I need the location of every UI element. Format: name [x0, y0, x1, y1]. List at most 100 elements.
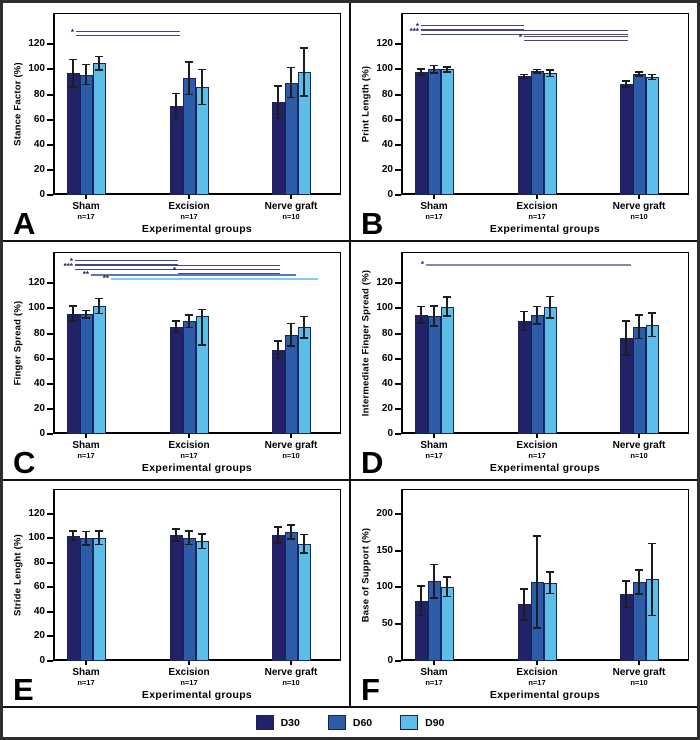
y-tick-mark	[395, 307, 401, 310]
y-tick-label: 100	[376, 581, 393, 593]
y-tick-label: 120	[28, 277, 45, 289]
error-bar-whisker	[651, 312, 653, 337]
bar-d60-nerve-graft	[632, 326, 646, 434]
y-tick-mark	[47, 537, 53, 540]
error-bar-cap-top	[430, 563, 438, 566]
bar-d30-sham	[66, 535, 80, 661]
y-tick-label: 100	[28, 532, 45, 544]
y-tick-mark	[395, 382, 401, 385]
error-bar-cap-top	[635, 314, 643, 316]
y-tick-label: 0	[387, 189, 393, 200]
y-tick-mark	[395, 660, 401, 662]
group-n-label: n=10	[282, 678, 300, 687]
error-bar-whisker	[446, 297, 448, 316]
x-axis-title: Experimental groups	[489, 689, 601, 701]
x-tick-mark	[433, 434, 435, 438]
group-label: Excision	[168, 667, 210, 678]
y-tick-label: 0	[39, 189, 45, 200]
error-bar-cap-top	[648, 312, 656, 314]
panel-c-finger-spread: Finger Spread (%) 0 20 40 60 80 100 120 Sham n=17…	[3, 242, 349, 479]
x-tick-mark	[290, 195, 292, 199]
significance-line	[178, 268, 280, 274]
error-bar-whisker	[277, 85, 279, 119]
significance-label: *	[518, 33, 522, 42]
y-tick-mark	[47, 357, 53, 360]
bar-d30-excision	[517, 76, 531, 195]
error-bar-cap-bottom	[533, 323, 541, 325]
y-tick-label: 120	[28, 507, 45, 519]
legend-item-d60: D60	[327, 715, 372, 730]
group-label: Nerve graft	[264, 440, 318, 451]
significance-line	[524, 35, 628, 41]
error-bar-cap-top	[417, 585, 425, 587]
y-tick-label: 20	[33, 402, 45, 414]
significance-line	[91, 273, 296, 276]
error-bar-cap-top	[417, 68, 425, 70]
error-bar-whisker	[523, 588, 525, 620]
x-tick-mark	[188, 195, 190, 199]
panel-d-intermediate-finger-spread: Intermediate Finger Spread (%) 0 20 40 60 80 1…	[351, 242, 697, 479]
y-tick-mark	[395, 549, 401, 552]
error-bar-cap-top	[533, 535, 541, 537]
error-bar-cap-bottom	[185, 326, 193, 329]
error-bar-whisker	[549, 572, 551, 594]
error-bar-cap-bottom	[417, 74, 425, 76]
error-bar-whisker	[303, 48, 305, 96]
bar-d60-sham	[427, 69, 441, 195]
x-tick-mark	[536, 195, 538, 199]
panel-letter: C	[13, 445, 36, 479]
y-tick-label: 100	[28, 302, 45, 314]
group-n-label: n=10	[630, 212, 648, 221]
error-bar-whisker	[651, 74, 653, 80]
error-bar-cap-bottom	[172, 117, 180, 120]
error-bar-cap-top	[82, 530, 90, 533]
y-tick-mark	[47, 660, 53, 662]
y-tick-mark	[395, 143, 401, 146]
y-tick-mark	[47, 68, 53, 71]
bar-d30-excision	[517, 321, 531, 434]
bar-d60-sham	[427, 316, 441, 434]
y-tick-label: 120	[376, 277, 393, 289]
bar-d90-nerve-graft	[297, 543, 311, 661]
group-label: Excision	[168, 440, 210, 451]
significance-label: *	[420, 260, 424, 269]
error-bar-whisker	[85, 310, 87, 318]
error-bar-whisker	[85, 64, 87, 85]
y-tick-mark	[395, 586, 401, 589]
significance-line	[421, 29, 628, 35]
error-bar-cap-bottom	[287, 96, 295, 99]
bar-d90-nerve-graft	[645, 324, 659, 434]
bar-d60-sham	[79, 538, 93, 661]
error-bar-cap-bottom	[417, 322, 425, 324]
error-bar-cap-top	[198, 533, 206, 535]
error-bar-whisker	[536, 69, 538, 74]
error-bar-cap-top	[172, 320, 180, 322]
group-n-label: n=17	[528, 678, 546, 687]
y-tick-label: 80	[381, 327, 393, 339]
error-bar-cap-top	[533, 305, 541, 308]
x-tick-mark	[290, 661, 292, 665]
error-bar-cap-top	[274, 340, 282, 342]
x-axis-title: Experimental groups	[489, 462, 601, 474]
y-axis-title: Stride Lenght (%)	[12, 533, 24, 617]
significance-label: ***	[409, 27, 419, 36]
y-tick-mark	[395, 43, 401, 46]
error-bar-whisker	[72, 530, 74, 541]
y-tick-mark	[47, 586, 53, 589]
y-tick-mark	[395, 623, 401, 626]
error-bar-cap-bottom	[198, 344, 206, 346]
y-tick-label: 80	[33, 556, 45, 568]
y-tick-label: 60	[381, 352, 393, 364]
error-bar-cap-top	[546, 295, 554, 298]
error-bar-cap-top	[430, 305, 438, 307]
error-bar-cap-top	[198, 68, 206, 71]
error-bar-whisker	[277, 527, 279, 544]
group-label: Sham	[420, 201, 448, 212]
error-bar-whisker	[625, 80, 627, 88]
group-label: Sham	[72, 667, 100, 678]
panel-f-base-of-support: Base of Support (%) 0 50 100 150 200 Sham n=17 E…	[351, 481, 697, 706]
error-bar-whisker	[303, 534, 305, 553]
y-tick-label: 40	[381, 377, 393, 389]
y-tick-mark	[47, 433, 53, 435]
legend-item-d30: D30	[255, 715, 300, 730]
